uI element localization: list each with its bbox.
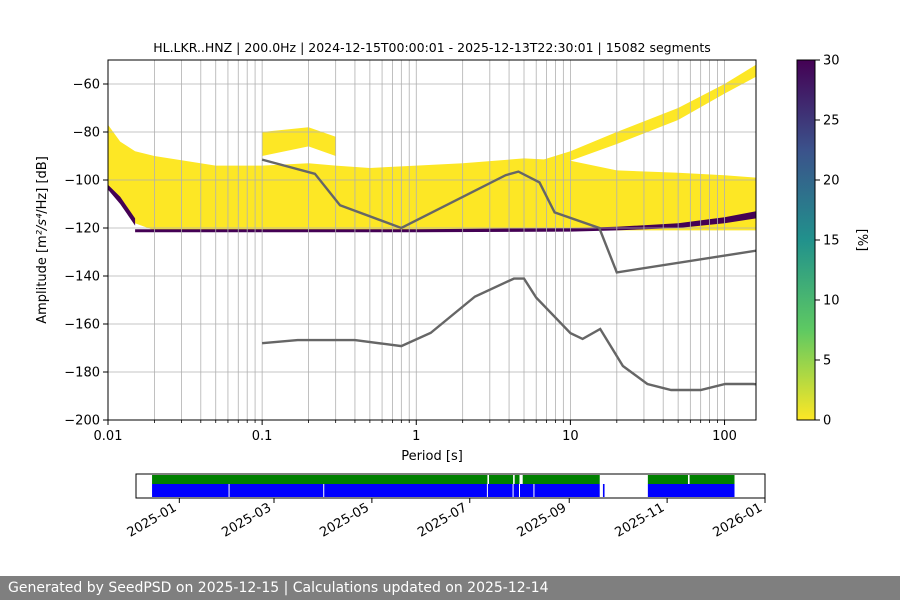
grid-lines (108, 60, 756, 420)
colorbar-tick-label: 20 (823, 174, 840, 189)
timeline-tick-label: 2025-05 (317, 500, 372, 540)
psd-band-3 (135, 211, 756, 233)
y-tick-label: −200 (64, 414, 100, 429)
coverage-segment (647, 475, 688, 484)
chart-title: HL.LKR..HNZ | 200.0Hz | 2024-12-15T00:00… (153, 40, 711, 55)
x-tick-label: 0.01 (94, 429, 123, 444)
colorbar-tick-label: 0 (823, 414, 831, 429)
psd-band-4 (108, 184, 136, 226)
psd-band-2 (524, 64, 756, 173)
data-segment (647, 484, 735, 497)
x-tick-label: 0.1 (252, 429, 273, 444)
footer-bar: Generated by SeedPSD on 2025-12-15 | Cal… (0, 576, 900, 600)
colorbar-tick-label: 30 (823, 54, 840, 69)
psd-band-1 (262, 127, 336, 156)
x-tick-label: 1 (412, 429, 420, 444)
noise-model-curves (261, 158, 756, 392)
y-tick-label: −160 (64, 318, 100, 333)
plot-frame (107, 59, 757, 421)
coverage-segment (489, 475, 514, 484)
coverage-segment (514, 475, 520, 484)
timeline-frame (135, 473, 766, 499)
nhnm-curve (261, 158, 756, 274)
coverage-segment (152, 475, 488, 484)
data-segment (152, 484, 600, 497)
colorbar-tick-label: 5 (823, 354, 831, 369)
colorbar-tick-label: 10 (823, 294, 840, 309)
y-tick-label: −120 (64, 222, 100, 237)
plot-background (108, 60, 756, 420)
timeline-tick-label: 2025-03 (219, 500, 274, 540)
psd-figure: HL.LKR..HNZ | 200.0Hz | 2024-12-15T00:00… (35, 40, 869, 541)
colorbar-label: [%] (854, 229, 869, 252)
y-axis: −200 −180 −160 −140 −120 −100 −80 −60 (64, 78, 108, 429)
y-tick-label: −140 (64, 270, 100, 285)
psd-probability-bands (108, 64, 756, 233)
y-tick-label: −80 (73, 126, 100, 141)
data-segment (602, 484, 605, 497)
colorbar-tick-label: 15 (823, 234, 840, 249)
y-tick-label: −60 (73, 78, 100, 93)
colorbar-ticks: 0 5 10 15 20 25 30 (815, 54, 840, 429)
footer-text: Generated by SeedPSD on 2025-12-15 | Cal… (8, 580, 549, 596)
timeline-bars (152, 475, 735, 497)
colorbar-tick-label: 25 (823, 114, 840, 129)
timeline-tick-label: 2025-01 (125, 500, 180, 540)
timeline-tick-label: 2025-09 (515, 500, 570, 540)
timeline-axis: 2025-01 2025-03 2025-05 2025-07 2025-09 2025-… (125, 498, 766, 541)
x-axis: 0.01 0.1 1 10 100 (94, 420, 737, 444)
timeline-tick-label: 2025-07 (415, 500, 470, 540)
y-axis-label-main: Amplitude [m (35, 235, 50, 324)
x-axis-label: Period [s] (401, 449, 463, 464)
y-axis-label-tail: /Hz] [dB] (35, 156, 50, 214)
y-axis-label: Amplitude [m²/s⁴/Hz] [dB] (35, 156, 50, 324)
nlnm-curve (261, 277, 756, 392)
y-tick-label: −100 (64, 174, 100, 189)
x-tick-label: 100 (712, 429, 737, 444)
timeline-tick-label: 2025-11 (613, 500, 668, 540)
colorbar (796, 59, 816, 421)
coverage-segment (689, 475, 735, 484)
y-tick-label: −180 (64, 366, 100, 381)
coverage-segment (522, 475, 600, 484)
timeline-tick-label: 2026-01 (710, 500, 765, 540)
x-tick-label: 10 (562, 429, 579, 444)
psd-band-0 (108, 124, 756, 231)
